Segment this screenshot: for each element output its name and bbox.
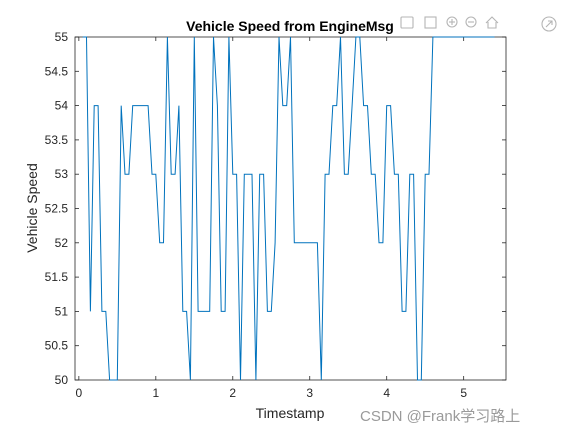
series-line — [82, 36, 495, 381]
axes: 0 1 2 3 4 5 50 50.5 51 51.5 52 52.5 53 53.5 54 54.5 55 — [45, 30, 507, 400]
x-axis-label: Timestamp — [256, 405, 325, 421]
x-tick-label: 2 — [229, 386, 236, 400]
x-tick-label: 5 — [460, 386, 467, 400]
x-tick-label: 1 — [152, 386, 159, 400]
y-tick-label: 54.5 — [45, 64, 69, 78]
y-tick-label: 52 — [55, 236, 69, 250]
y-tick-label: 51 — [55, 304, 69, 318]
axes-toolbar[interactable] — [400, 16, 557, 32]
y-tick-label: 50.5 — [45, 339, 69, 353]
data-tips-icon[interactable] — [400, 16, 414, 29]
y-axis: 50 50.5 51 51.5 52 52.5 53 53.5 54 54.5 55 — [45, 30, 506, 387]
y-tick-label: 52.5 — [45, 202, 69, 216]
y-tick-label: 51.5 — [45, 270, 69, 284]
y-tick-label: 55 — [55, 30, 69, 44]
home-icon[interactable] — [485, 16, 499, 29]
chart-title: Vehicle Speed from EngineMsg — [186, 18, 394, 34]
y-tick-label: 53.5 — [45, 133, 69, 147]
y-tick-label: 53 — [55, 167, 69, 181]
zoom-out-icon[interactable] — [465, 16, 477, 28]
y-axis-label: Vehicle Speed — [24, 163, 40, 253]
y-tick-label: 50 — [55, 373, 69, 387]
x-axis: 0 1 2 3 4 5 — [76, 37, 467, 400]
export-icon[interactable] — [541, 16, 557, 32]
watermark-text: CSDN @Frank学习路上 — [360, 408, 520, 425]
plot-area — [74, 36, 507, 381]
zoom-in-icon[interactable] — [446, 16, 458, 28]
x-tick-label: 0 — [76, 386, 83, 400]
x-tick-label: 3 — [306, 386, 313, 400]
x-tick-label: 4 — [383, 386, 390, 400]
series-layer — [82, 36, 495, 381]
y-tick-label: 54 — [55, 99, 69, 113]
brush-icon[interactable] — [424, 16, 437, 29]
